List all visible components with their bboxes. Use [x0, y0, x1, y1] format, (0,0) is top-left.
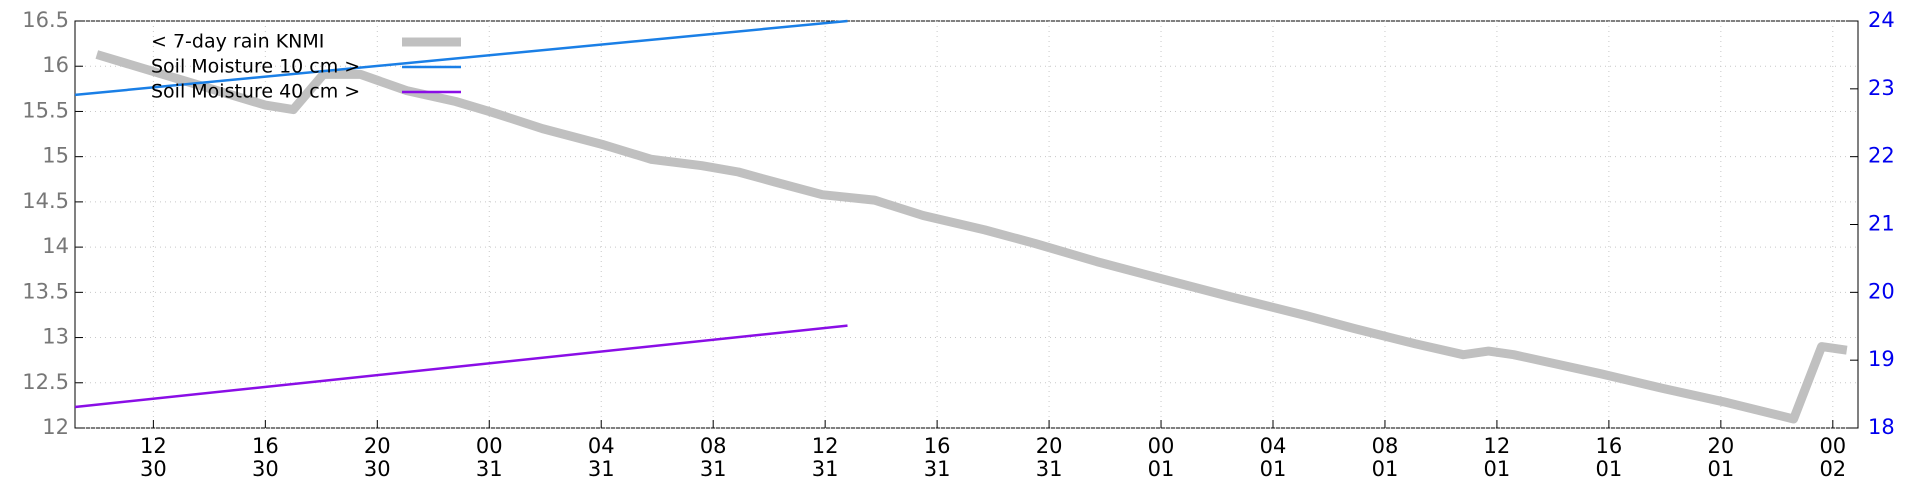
x-tick-label: 00 31 — [476, 434, 503, 480]
y-tick-label: 12.5 — [22, 370, 69, 394]
x-tick-label: 12 30 — [140, 434, 167, 480]
x-tick-label: 20 30 — [364, 434, 391, 480]
y2-tick-label: 24 — [1868, 8, 1895, 32]
legend-label: Soil Moisture 10 cm > — [151, 56, 360, 78]
y-tick-label: 14.5 — [22, 189, 69, 213]
series-line — [95, 50, 1848, 424]
y-tick-label: 16 — [42, 53, 69, 77]
legend-label: < 7-day rain KNMI — [151, 31, 324, 53]
y2-tick-label: 19 — [1868, 347, 1895, 371]
y-tick-label: 15 — [42, 144, 69, 168]
y-tick-label: 15.5 — [22, 98, 69, 122]
y2-tick-label: 21 — [1868, 212, 1895, 236]
y-tick-label: 13.5 — [22, 279, 69, 303]
x-tick-label: 16 30 — [252, 434, 279, 480]
x-tick-label: 04 31 — [588, 434, 615, 480]
y2-tick-label: 23 — [1868, 76, 1895, 100]
legend-label: Soil Moisture 40 cm > — [151, 81, 360, 103]
series-line — [74, 19, 848, 97]
y2-tick-label: 18 — [1868, 415, 1895, 439]
x-tick-label: 20 31 — [1036, 434, 1063, 480]
x-tick-label: 12 31 — [812, 434, 839, 480]
y-tick-label: 16.5 — [22, 8, 69, 32]
x-tick-label: 04 01 — [1260, 434, 1287, 480]
x-tick-label: 20 01 — [1707, 434, 1734, 480]
y-tick-label: 13 — [42, 325, 69, 349]
x-tick-label: 16 31 — [924, 434, 951, 480]
series-line — [74, 324, 848, 409]
y2-tick-label: 20 — [1868, 279, 1895, 303]
x-tick-label: 16 01 — [1596, 434, 1623, 480]
x-tick-label: 08 01 — [1372, 434, 1399, 480]
x-tick-label: 00 01 — [1148, 434, 1175, 480]
y2-tick-label: 22 — [1868, 144, 1895, 168]
y-tick-label: 14 — [42, 234, 69, 258]
x-tick-label: 00 02 — [1819, 434, 1846, 480]
x-tick-label: 12 01 — [1484, 434, 1511, 480]
x-tick-label: 08 31 — [700, 434, 727, 480]
y-tick-label: 12 — [42, 415, 69, 439]
